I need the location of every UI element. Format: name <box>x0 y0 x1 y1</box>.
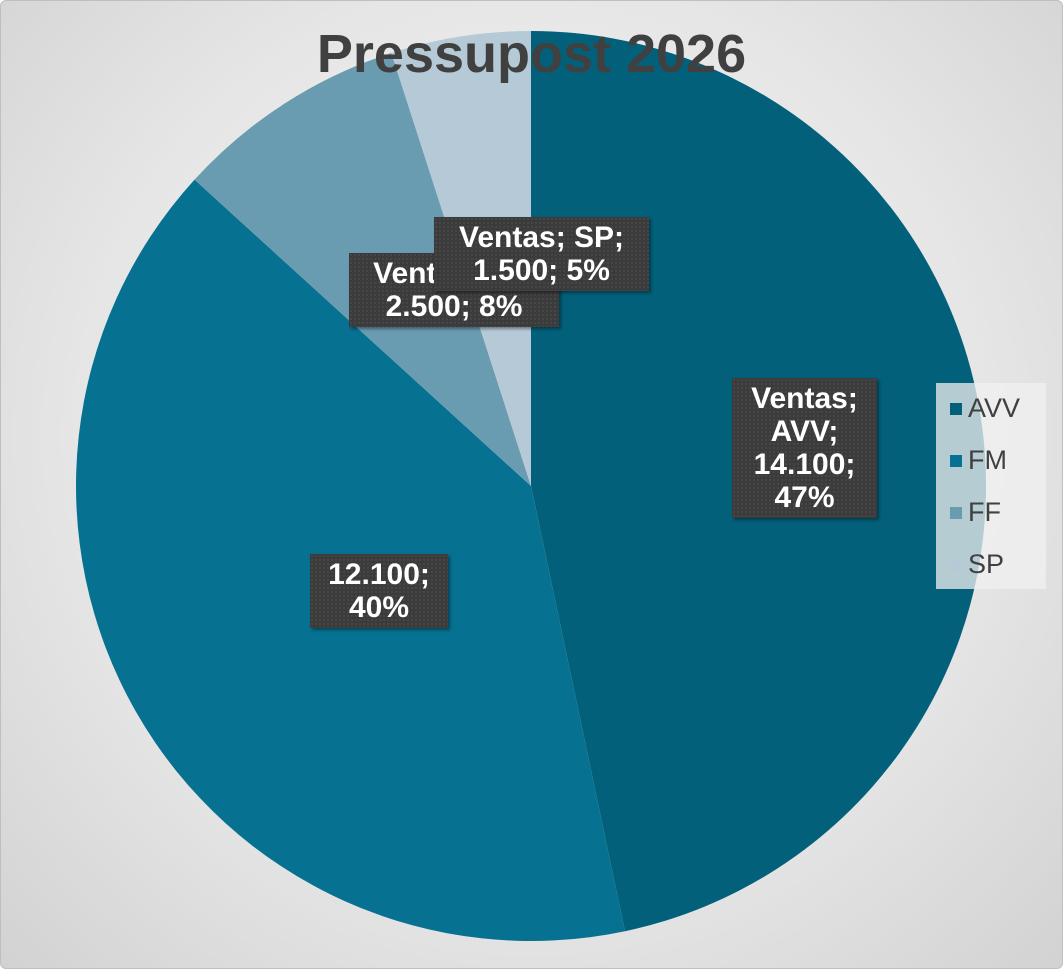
legend-label: SP <box>968 549 1005 579</box>
data-label: 12.100; 40% <box>310 554 448 628</box>
legend-swatch <box>950 558 962 571</box>
legend-entry: FF <box>950 497 1001 528</box>
legend-label: FM <box>968 445 1007 475</box>
legend-swatch <box>950 402 962 415</box>
chart-title: Pressupost 2026 <box>316 24 747 84</box>
data-label: Ventas; AVV; 14.100; 47% <box>732 378 877 518</box>
legend-swatch <box>950 506 962 519</box>
legend: AVV FM FF SP <box>936 383 1046 589</box>
legend-swatch <box>950 454 962 467</box>
legend-label: AVV <box>968 393 1021 423</box>
legend-entry: AVV <box>950 393 1020 424</box>
legend-entry: SP <box>950 549 1004 580</box>
legend-label: FF <box>968 497 1001 527</box>
legend-entry: FM <box>950 445 1007 476</box>
data-label: Ventas; SP; 1.500; 5% <box>434 217 649 291</box>
